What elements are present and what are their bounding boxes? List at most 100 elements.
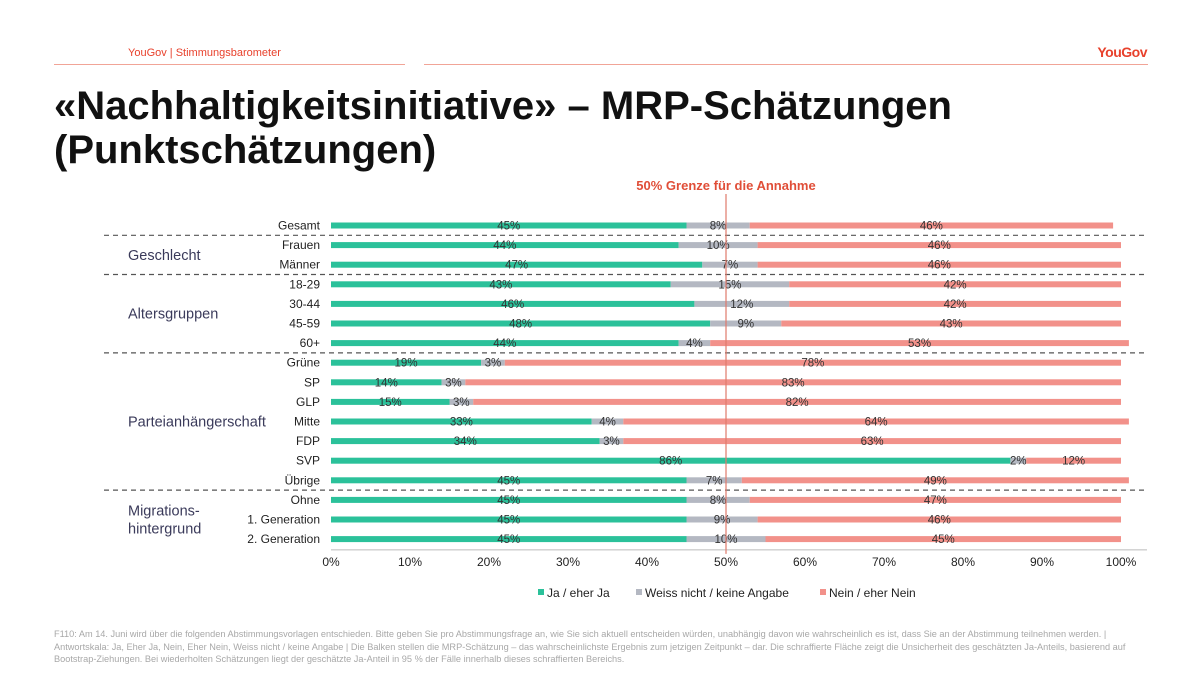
data-label: 64% xyxy=(865,417,888,429)
category-label: 45-59 xyxy=(289,317,320,331)
data-label: 47% xyxy=(924,495,947,507)
x-tick-label: 90% xyxy=(1030,555,1054,569)
header-label: YouGov | Stimmungsbarometer xyxy=(128,47,281,59)
data-label: 12% xyxy=(1062,456,1085,468)
bar-segment xyxy=(331,516,687,523)
bar-segment xyxy=(757,516,1121,523)
data-label: 8% xyxy=(710,495,727,507)
category-label: Grüne xyxy=(287,356,321,370)
data-label: 45% xyxy=(932,534,955,546)
bar-segment xyxy=(331,457,1011,464)
data-label: 45% xyxy=(497,221,520,233)
data-label: 48% xyxy=(509,319,532,331)
x-tick-label: 50% xyxy=(714,555,738,569)
data-label: 45% xyxy=(497,475,520,487)
x-tick-label: 80% xyxy=(951,555,975,569)
data-label: 9% xyxy=(714,515,731,527)
bar-segment xyxy=(599,438,624,445)
group-label: Migrations-hintergrund xyxy=(128,504,201,538)
data-label: 7% xyxy=(706,475,723,487)
bar-segment xyxy=(331,320,711,327)
category-label: Übrige xyxy=(285,473,321,487)
footnote: F110: Am 14. Juni wird über die folgende… xyxy=(54,629,1126,664)
bar-segment xyxy=(623,418,1129,425)
bar-segment xyxy=(702,261,758,268)
data-label: 82% xyxy=(786,397,809,409)
group-label: Parteianhängerschaft xyxy=(128,415,266,431)
bar-segment xyxy=(757,261,1121,268)
bar-segment xyxy=(749,496,1121,503)
category-label: Gesamt xyxy=(278,219,321,233)
bar-segment xyxy=(670,281,790,288)
bar-segment xyxy=(331,496,687,503)
category-label: Ohne xyxy=(291,493,321,507)
threshold-annotation: 50% Grenze für die Annahme xyxy=(636,178,815,193)
legend-label: Nein / eher Nein xyxy=(829,586,916,600)
bar-segment xyxy=(781,320,1121,327)
data-label: 3% xyxy=(453,397,470,409)
bar-segment xyxy=(331,477,687,484)
data-label: 3% xyxy=(603,436,620,448)
data-label: 45% xyxy=(497,495,520,507)
legend-label: Weiss nicht / keine Angabe xyxy=(645,586,789,600)
category-label: Mitte xyxy=(294,415,320,429)
bar-segment xyxy=(331,340,679,347)
category-label: GLP xyxy=(296,395,320,409)
category-label: SVP xyxy=(296,454,320,468)
bar-segment xyxy=(694,300,790,307)
data-label: 3% xyxy=(485,358,502,370)
bar-segment xyxy=(1010,457,1027,464)
data-label: 78% xyxy=(801,358,824,370)
bar-segment xyxy=(678,242,758,249)
legend-swatch xyxy=(636,589,642,595)
bar-segment xyxy=(504,359,1121,366)
x-tick-label: 40% xyxy=(635,555,659,569)
bar-segment xyxy=(686,477,742,484)
data-label: 46% xyxy=(920,221,943,233)
bar-segment xyxy=(710,320,782,327)
category-label: SP xyxy=(304,375,320,389)
group-label: Altersgruppen xyxy=(128,307,218,323)
bar-segment xyxy=(789,300,1121,307)
legend-swatch xyxy=(538,589,544,595)
data-label: 43% xyxy=(489,279,512,291)
bar-segment xyxy=(473,398,1121,405)
data-label: 12% xyxy=(730,299,753,311)
category-label: 2. Generation xyxy=(247,532,320,546)
bar-segment xyxy=(331,281,671,288)
bar-segment xyxy=(1026,457,1121,464)
bar-segment xyxy=(678,340,711,347)
bar-segment xyxy=(449,398,474,405)
data-label: 53% xyxy=(908,338,931,350)
data-label: 49% xyxy=(924,475,947,487)
data-label: 46% xyxy=(928,260,951,272)
data-label: 3% xyxy=(445,377,462,389)
category-label: 18-29 xyxy=(289,277,320,291)
bar-segment xyxy=(789,281,1121,288)
x-tick-label: 20% xyxy=(477,555,501,569)
x-tick-label: 100% xyxy=(1106,555,1137,569)
header-divider-left xyxy=(54,64,405,65)
legend-swatch xyxy=(820,589,826,595)
x-tick-label: 30% xyxy=(556,555,580,569)
page-title: «Nachhaltigkeitsinitiative» – MRP-Schätz… xyxy=(54,84,952,172)
category-label: 1. Generation xyxy=(247,513,320,527)
category-label: 30-44 xyxy=(289,297,320,311)
legend-label: Ja / eher Ja xyxy=(547,586,610,600)
bar-segment xyxy=(331,222,687,229)
data-label: 34% xyxy=(454,436,477,448)
header-divider-right xyxy=(424,64,1148,65)
category-label: 60+ xyxy=(300,336,320,350)
x-tick-label: 70% xyxy=(872,555,896,569)
bar-segment xyxy=(331,261,703,268)
category-label: FDP xyxy=(296,434,320,448)
group-label: Geschlecht xyxy=(128,248,201,264)
data-label: 42% xyxy=(944,279,967,291)
bar-segment xyxy=(765,536,1121,543)
bar-segment xyxy=(757,242,1121,249)
data-label: 14% xyxy=(375,377,398,389)
bar-segment xyxy=(331,418,592,425)
stacked-bar-chart: 45% 8% 46% Gesamt 44% 10% 46% Frauen 47% 7% 46% Män… xyxy=(104,178,1147,600)
data-label: 47% xyxy=(505,260,528,272)
data-label: 33% xyxy=(450,417,473,429)
